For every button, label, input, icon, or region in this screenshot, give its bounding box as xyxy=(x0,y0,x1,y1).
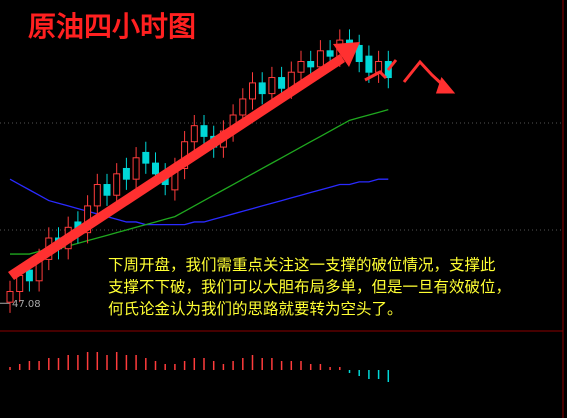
candle-body xyxy=(103,184,111,196)
candle-body xyxy=(142,151,150,164)
candle-body xyxy=(152,162,159,175)
candle-body xyxy=(122,167,130,180)
ma-line xyxy=(9,178,389,226)
candle-body xyxy=(326,50,334,57)
trend-arrow xyxy=(8,42,360,280)
candle-body xyxy=(258,82,266,95)
candle-body xyxy=(6,290,14,303)
candle-body xyxy=(307,61,315,68)
candle-body xyxy=(355,44,363,63)
candle-body xyxy=(365,55,373,73)
candle-body xyxy=(239,98,247,116)
candle-body xyxy=(132,157,140,180)
candle-body xyxy=(200,125,208,137)
chart-title: 原油四小时图 xyxy=(28,10,196,43)
candle-body xyxy=(249,82,256,100)
price-label: 47.08 xyxy=(12,299,41,310)
annotation: 支撑不下破，我们可以大胆布局多单，但是一旦有效破位， xyxy=(108,278,511,296)
candle-body xyxy=(25,269,33,282)
forecast-arrows xyxy=(364,59,456,94)
ma-line xyxy=(10,109,389,255)
candle-body xyxy=(278,77,286,89)
candle-body xyxy=(268,77,276,95)
candle-body xyxy=(113,173,121,196)
candle-body xyxy=(16,274,24,292)
candle-body xyxy=(190,125,198,143)
annotation: 何氏论金认为我们的思路就要转为空头了。 xyxy=(108,300,403,318)
candle-body xyxy=(93,184,101,207)
candle-body xyxy=(297,61,305,73)
candle-body xyxy=(316,50,324,68)
annotation: 下周开盘，我们需重点关注这一支撑的破位情况，支撑此 xyxy=(108,255,496,274)
